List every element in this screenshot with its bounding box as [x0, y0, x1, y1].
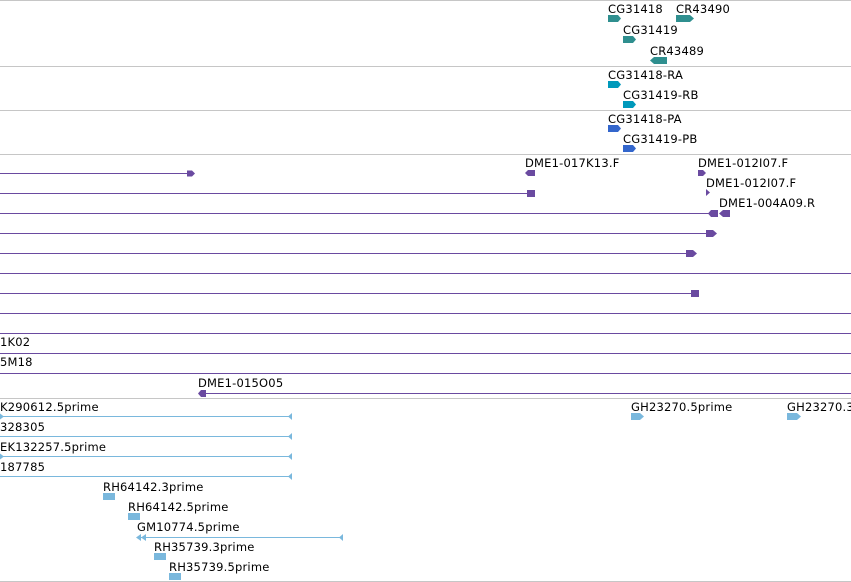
- est-glyph-gh23270-3[interactable]: [787, 413, 801, 420]
- est-label-k290612[interactable]: K290612.5prime: [0, 400, 99, 414]
- est-glyph-rh35739-3prime[interactable]: [154, 553, 166, 560]
- gene-glyph-cr43490[interactable]: [676, 15, 694, 22]
- clone-label-dme1-012i07f-b[interactable]: DME1-012I07.F: [706, 176, 797, 190]
- est-label-ek132257[interactable]: EK132257.5prime: [0, 440, 107, 454]
- est-label-rh64142-3prime[interactable]: RH64142.3prime: [103, 480, 204, 494]
- est-label-gh23270-3[interactable]: GH23270.3: [787, 400, 851, 414]
- clone-glyph-block: [527, 190, 535, 197]
- est-label-187785[interactable]: 187785: [0, 460, 46, 474]
- est-arrow: [141, 534, 146, 541]
- gene-glyph-cr43489[interactable]: [650, 57, 667, 64]
- gene-label-cr43490[interactable]: CR43490: [676, 2, 731, 16]
- clone-glyph-012i07-a[interactable]: [698, 170, 706, 176]
- clone-label-1k02[interactable]: 1K02: [0, 335, 31, 349]
- est-arrow: [136, 534, 141, 541]
- clone-features: [0, 170, 851, 397]
- protein-label-cg31418-pa[interactable]: CG31418-PA: [608, 112, 682, 126]
- track-divider: [0, 66, 851, 67]
- track-divider: [0, 154, 851, 155]
- clone-glyph-015o05[interactable]: [198, 390, 206, 397]
- est-glyph-rh64142-3prime[interactable]: [103, 493, 115, 500]
- clone-label-dme1-012i07f-a[interactable]: DME1-012I07.F: [698, 156, 789, 170]
- protein-glyph-cg31419-pb[interactable]: [623, 145, 636, 152]
- est-glyph-rh64142-5prime[interactable]: [128, 513, 140, 520]
- est-label-328305[interactable]: 328305: [0, 420, 46, 434]
- est-arrow: [288, 413, 292, 420]
- est-arrow: [0, 413, 4, 420]
- gene-glyph-cg31418[interactable]: [608, 15, 621, 22]
- clone-label-dme1-015o05[interactable]: DME1-015O05: [198, 376, 284, 390]
- transcript-label-cg31418-ra[interactable]: CG31418-RA: [608, 68, 684, 82]
- est-arrow: [288, 453, 292, 460]
- clone-glyph-017k13[interactable]: [525, 170, 535, 176]
- gene-glyph-cg31419[interactable]: [623, 36, 636, 43]
- est-label-rh35739-3prime[interactable]: RH35739.3prime: [154, 540, 255, 554]
- est-label-gm10774[interactable]: GM10774.5prime: [137, 520, 240, 534]
- clone-label-dme1-017k13f[interactable]: DME1-017K13.F: [525, 156, 620, 170]
- est-arrow: [0, 453, 4, 460]
- est-label-rh35739-5prime[interactable]: RH35739.5prime: [169, 560, 270, 574]
- gene-label-cg31419[interactable]: CG31419: [623, 23, 678, 37]
- track-divider: [0, 398, 851, 399]
- protein-features: [608, 125, 636, 152]
- clone-arrow: [187, 170, 195, 177]
- transcript-features: [608, 81, 636, 108]
- gene-label-cr43489[interactable]: CR43489: [650, 44, 705, 58]
- est-arrow: [288, 433, 292, 440]
- track-divider: [0, 110, 851, 111]
- clone-glyph-004a09-b[interactable]: [719, 210, 730, 217]
- clone-glyph-004a09-a[interactable]: [708, 210, 718, 217]
- transcript-glyph-cg31418-ra[interactable]: [608, 81, 621, 88]
- est-glyph-gh23270-5prime[interactable]: [631, 413, 644, 420]
- clone-glyph-block: [691, 290, 699, 297]
- transcript-glyph-cg31419-rb[interactable]: [623, 101, 636, 108]
- protein-glyph-cg31418-pa[interactable]: [608, 125, 621, 132]
- est-arrow: [288, 473, 292, 480]
- clone-arrow: [706, 230, 717, 237]
- clone-arrow: [686, 250, 697, 257]
- gene-features: [608, 15, 694, 64]
- transcript-label-cg31419-rb[interactable]: CG31419-RB: [623, 88, 699, 102]
- est-features: [0, 413, 801, 580]
- est-label-rh64142-5prime[interactable]: RH64142.5prime: [128, 500, 229, 514]
- est-glyph-rh35739-5prime[interactable]: [169, 573, 181, 580]
- gene-label-cg31418[interactable]: CG31418: [608, 2, 663, 16]
- track-divider: [0, 0, 851, 1]
- clone-label-5m18[interactable]: 5M18: [0, 355, 33, 369]
- clone-glyph-012i07-b[interactable]: [706, 189, 710, 196]
- protein-label-cg31419-pb[interactable]: CG31419-PB: [623, 132, 698, 146]
- clone-label-dme1-004a09r[interactable]: DME1-004A09.R: [719, 196, 816, 210]
- est-arrow: [339, 534, 343, 541]
- est-label-gh23270-5prime[interactable]: GH23270.5prime: [631, 400, 733, 414]
